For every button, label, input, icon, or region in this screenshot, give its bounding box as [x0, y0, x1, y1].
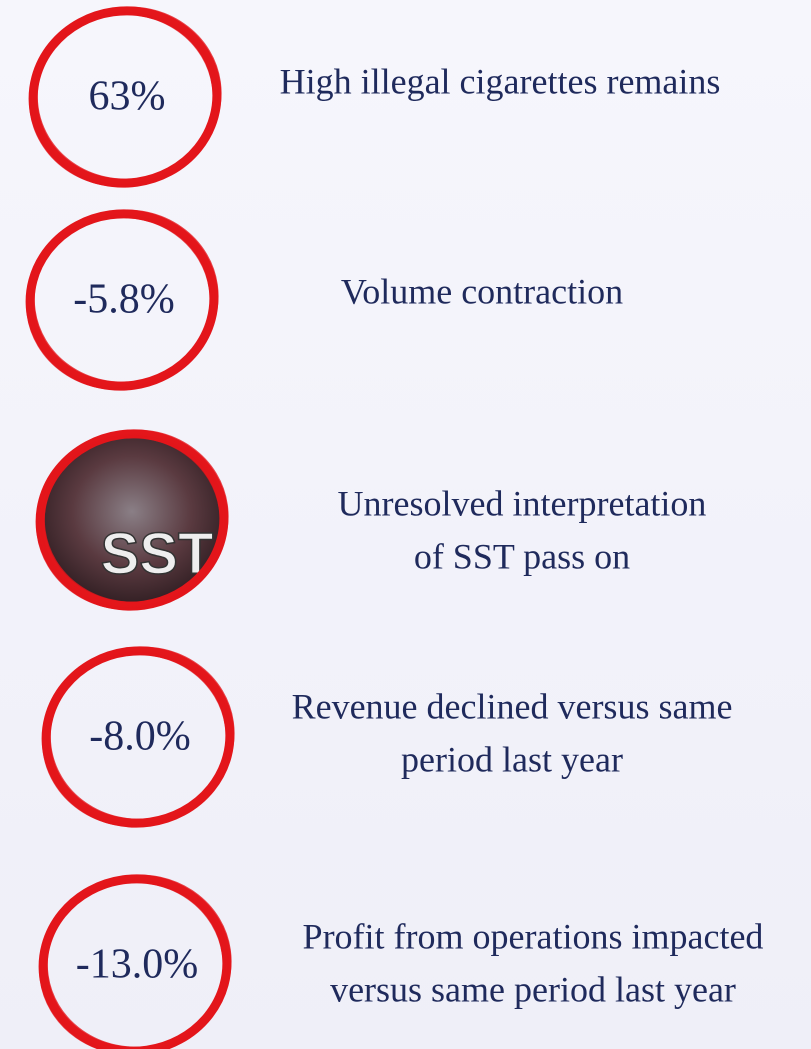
badge-ring	[43, 874, 232, 1049]
badge-value: 63%	[89, 74, 166, 120]
description: period last year	[401, 739, 623, 779]
badge-ring	[33, 6, 222, 183]
badge-value: -13.0%	[76, 942, 198, 988]
badge-ring	[40, 429, 229, 606]
badge-ring	[40, 435, 227, 610]
description: High illegal cigarettes remains	[280, 61, 721, 101]
badge-photo	[42, 436, 222, 604]
description: Volume contraction	[341, 271, 623, 311]
badge-value: -8.0%	[89, 714, 190, 760]
description: Revenue declined versus same	[292, 686, 733, 726]
badge-ring	[38, 879, 226, 1049]
description: Profit from operations impacted	[303, 916, 764, 956]
description: Unresolved interpretation	[338, 483, 707, 523]
badge-ring	[46, 652, 233, 827]
badge-ring	[46, 646, 235, 823]
badge-ring	[30, 209, 219, 386]
badge-ring	[43, 880, 230, 1049]
description: of SST pass on	[414, 536, 630, 576]
description: versus same period last year	[330, 969, 736, 1009]
badge-value: -5.8%	[73, 277, 174, 323]
badge-ring	[30, 215, 217, 390]
badge-ring	[33, 12, 220, 187]
